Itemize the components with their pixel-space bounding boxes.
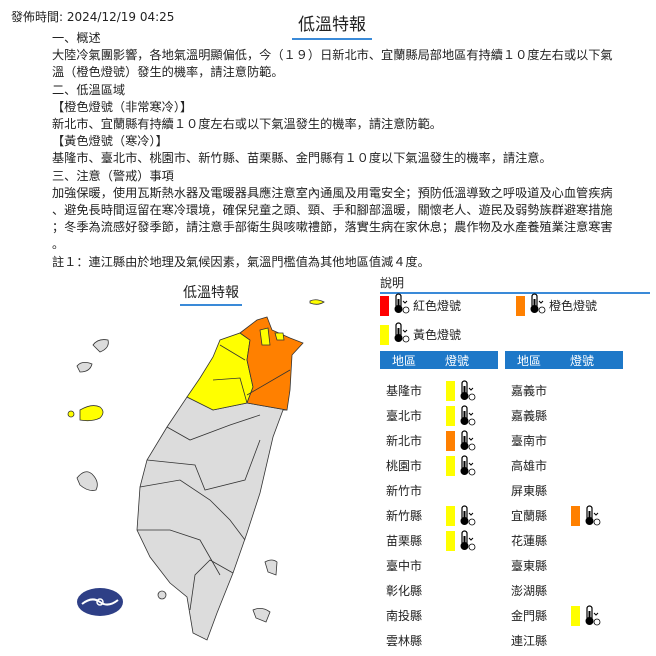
orange-swatch bbox=[516, 295, 525, 316]
region-name: 雲林縣 bbox=[386, 634, 423, 648]
bulletin-line: 。 bbox=[52, 237, 65, 252]
bulletin-line: 大陸冷氣團影響，各地氣溫明顯偏低，今（１９）日新北市、宜蘭縣局部地區有持續１０度… bbox=[52, 48, 613, 63]
table-row: 雲林縣 bbox=[380, 628, 479, 653]
table-row: 高雄市 bbox=[505, 453, 604, 478]
region-name: 澎湖縣 bbox=[511, 584, 548, 598]
region-name: 高雄市 bbox=[511, 459, 548, 473]
table-row: 嘉義縣 bbox=[505, 403, 604, 428]
bulletin-line: 【橙色燈號（非常寒冷）】 bbox=[52, 99, 193, 114]
map-region-grey bbox=[136, 396, 288, 641]
region-name: 臺北市 bbox=[386, 409, 423, 423]
bulletin-line: 三、注意（警戒）事項 bbox=[52, 168, 174, 183]
signal-yellow bbox=[446, 454, 479, 477]
thermometer-icon bbox=[528, 293, 549, 318]
col-signal: 燈號 bbox=[570, 353, 595, 368]
bulletin-line: 【黃色燈號（寒冷）】 bbox=[52, 134, 168, 149]
bulletin-line: 溫（橙色燈號）發生的機率，請注意防範。 bbox=[52, 65, 284, 80]
region-name: 花蓮縣 bbox=[511, 534, 548, 548]
page-title: 低溫特報 bbox=[292, 10, 372, 40]
col-signal: 燈號 bbox=[445, 353, 470, 368]
table-row: 花蓮縣 bbox=[505, 528, 604, 553]
region-name: 彰化縣 bbox=[386, 584, 423, 598]
region-list-left: 基隆市臺北市新北市桃園市新竹市新竹縣苗栗縣臺中市彰化縣南投縣雲林縣 bbox=[380, 378, 479, 653]
region-name: 連江縣 bbox=[511, 634, 548, 648]
bulletin-line: 註１：連江縣由於地理及氣候因素，氣溫門檻值為其他地區值減４度。 bbox=[52, 255, 430, 270]
region-name: 南投縣 bbox=[386, 609, 423, 623]
col-region: 地區 bbox=[517, 353, 542, 368]
table-row: 彰化縣 bbox=[380, 578, 479, 603]
region-name: 宜蘭縣 bbox=[511, 509, 548, 523]
table-row: 南投縣 bbox=[380, 603, 479, 628]
thermometer-icon bbox=[392, 322, 413, 347]
island-matsu bbox=[309, 299, 325, 305]
region-name: 新竹縣 bbox=[386, 509, 423, 523]
region-name: 桃園市 bbox=[386, 459, 423, 473]
region-name: 嘉義市 bbox=[511, 384, 548, 398]
legend-heading: 說明 bbox=[380, 274, 650, 294]
signal-yellow bbox=[446, 379, 479, 402]
legend-yellow: 黃色燈號 bbox=[380, 322, 461, 347]
bulletin-line: 一、概述 bbox=[52, 31, 101, 45]
table-row: 臺北市 bbox=[380, 403, 479, 428]
table-row: 臺南市 bbox=[505, 428, 604, 453]
legend-orange-label: 橙色燈號 bbox=[549, 299, 598, 313]
signal-orange bbox=[446, 429, 479, 452]
signal-yellow bbox=[446, 529, 479, 552]
map-title: 低溫特報 bbox=[180, 282, 242, 306]
region-name: 嘉義縣 bbox=[511, 409, 548, 423]
region-name: 新竹市 bbox=[386, 484, 423, 498]
bulletin-line: 二、低溫區域 bbox=[52, 82, 126, 97]
table-header-right: 地區 燈號 bbox=[505, 351, 623, 369]
island-penghu bbox=[76, 471, 98, 491]
bulletin-line: 新北市、宜蘭縣有持續１０度左右或以下氣溫發生的機率，請注意防範。 bbox=[52, 116, 442, 131]
signal-yellow bbox=[571, 604, 604, 627]
thermometer-icon bbox=[392, 293, 413, 318]
table-row: 宜蘭縣 bbox=[505, 503, 604, 528]
col-region: 地區 bbox=[392, 353, 417, 368]
region-name: 屏東縣 bbox=[511, 484, 548, 498]
table-row: 臺中市 bbox=[380, 553, 479, 578]
table-row: 桃園市 bbox=[380, 453, 479, 478]
region-name: 基隆市 bbox=[386, 384, 423, 398]
island-kinmen bbox=[79, 405, 104, 422]
region-name: 臺東縣 bbox=[511, 559, 548, 573]
region-name: 臺南市 bbox=[511, 434, 548, 448]
table-row: 澎湖縣 bbox=[505, 578, 604, 603]
table-row: 金門縣 bbox=[505, 603, 604, 628]
legend-red-label: 紅色燈號 bbox=[413, 299, 462, 313]
table-row: 新竹市 bbox=[380, 478, 479, 503]
region-name: 新北市 bbox=[386, 434, 423, 448]
legend-yellow-label: 黃色燈號 bbox=[413, 328, 462, 342]
signal-yellow bbox=[446, 504, 479, 527]
signal-orange bbox=[571, 504, 604, 527]
table-row: 基隆市 bbox=[380, 378, 479, 403]
bulletin-line: 、避免長時間逗留在寒冷環境，確保兒童之頭、頸、手和腳部溫暖，關懷老人、遊民及弱勢… bbox=[52, 202, 613, 217]
region-name: 臺中市 bbox=[386, 559, 423, 573]
bulletin-line: 加強保暖，使用瓦斯熱水器及電暖器具應注意室內通風及用電安全；預防低溫導致之呼吸道… bbox=[52, 185, 613, 200]
issue-timestamp: 發佈時間: 2024/12/19 04:25 bbox=[11, 10, 175, 24]
table-header-left: 地區 燈號 bbox=[380, 351, 498, 369]
bulletin-text: 一、概述大陸冷氣團影響，各地氣溫明顯偏低，今（１９）日新北市、宜蘭縣局部地區有持… bbox=[52, 30, 613, 271]
legend-red: 紅色燈號 bbox=[380, 293, 461, 318]
table-row: 苗栗縣 bbox=[380, 528, 479, 553]
table-row: 屏東縣 bbox=[505, 478, 604, 503]
region-name: 金門縣 bbox=[511, 609, 548, 623]
region-name: 苗栗縣 bbox=[386, 534, 423, 548]
yellow-swatch bbox=[380, 324, 389, 345]
table-row: 新竹縣 bbox=[380, 503, 479, 528]
table-row: 連江縣 bbox=[505, 628, 604, 653]
cwa-logo bbox=[77, 588, 123, 616]
legend-orange: 橙色燈號 bbox=[516, 293, 597, 318]
map-region-yellow bbox=[186, 332, 254, 411]
map-region-orange bbox=[239, 316, 304, 411]
bulletin-line: ；冬季為流感好發季節，請注意手部衛生與咳嗽禮節，落實生病在家休息；農作物及水產養… bbox=[52, 220, 613, 235]
region-list-right: 嘉義市嘉義縣臺南市高雄市屏東縣宜蘭縣花蓮縣臺東縣澎湖縣金門縣連江縣 bbox=[505, 378, 604, 653]
red-swatch bbox=[380, 295, 389, 316]
table-row: 嘉義市 bbox=[505, 378, 604, 403]
table-row: 新北市 bbox=[380, 428, 479, 453]
signal-yellow bbox=[446, 404, 479, 427]
bulletin-line: 基隆市、臺北市、桃園市、新竹縣、苗栗縣、金門縣有１０度以下氣溫發生的機率，請注意… bbox=[52, 151, 552, 166]
taiwan-map bbox=[67, 299, 325, 641]
table-row: 臺東縣 bbox=[505, 553, 604, 578]
